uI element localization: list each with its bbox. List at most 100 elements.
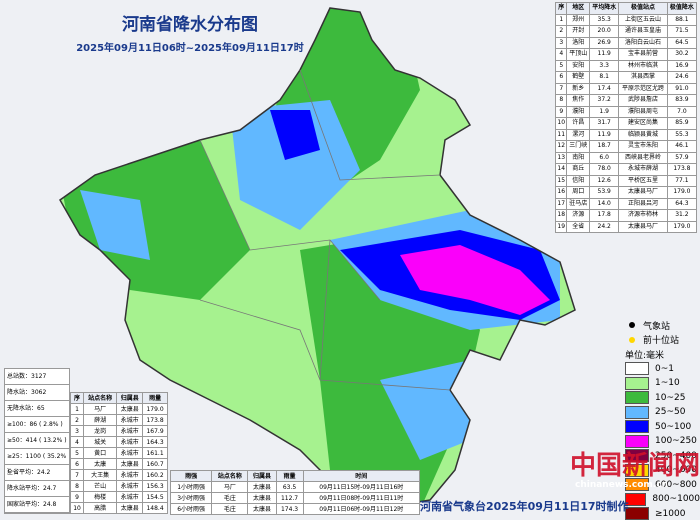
cell: 安阳 [566,59,591,72]
cell: 建安区尚集 [618,117,668,130]
header-cell: 极值站点 [618,2,668,15]
stat: ≥25：1100 ( 35.2% ) [5,449,69,475]
cell: 20.0 [589,25,620,38]
legend-label: 1~10 [655,378,680,389]
cell: 宝丰县前营 [618,48,668,61]
header-cell: 地区 [566,2,591,15]
cell: 临颍县黄城 [618,128,668,141]
cell: 太康县 [247,503,277,515]
row: 17 驻马店 14.0 正阳县吕河 64.3 [554,197,698,210]
row: 10 许昌 31.7 建安区尚集 85.9 [554,117,698,130]
row: 15 信阳 12.6 平桥区五里 77.1 [554,174,698,187]
cell: 太康县 [247,492,277,504]
header-cell: 雨量 [275,470,304,482]
cell: 芒山 [83,480,118,492]
cell: 16 [554,186,568,199]
header-cell: 归属县 [116,392,144,404]
legend-item: 800~1000 [625,492,700,507]
row: 9 梅楼 永城市 154.5 [69,491,168,503]
cell: 平原示范区尤跨 [618,82,668,95]
legend-swatch [625,391,649,405]
legend-label: 250~400 [655,450,697,461]
cell: 6 [554,71,568,84]
cell: 78.0 [589,163,620,176]
cell: 37.2 [589,94,620,107]
row: 19 全省 24.2 太康县马厂 179.0 [554,220,698,233]
legend-item: 250~400 [625,449,700,464]
top-table: 序站点名称 归属县 雨量 1 马厂 太康县 179.0 2 薛湖 永城市 173.8 3 龙岗 永城市 16… [69,392,168,514]
legend-marker: 气象站 [625,318,700,333]
legend-label: ≥1000 [655,508,686,519]
cell: 179.0 [142,403,168,415]
legend-label: 400~600 [655,465,697,476]
legend-swatch [625,478,649,492]
legend-item: 1~10 [625,376,700,391]
header-row: 雨强 站点名称 归属县 雨量 时间 [169,470,421,482]
cell: 174.3 [275,503,304,515]
legend-swatch [625,434,649,448]
legend-item: 25~50 [625,405,700,420]
cell: 9 [554,105,568,118]
legend-swatch [625,362,649,376]
cell: 13 [554,151,568,164]
cell: 开封 [566,25,591,38]
row: 3 洛阳 26.9 洛阳白云山石 64.5 [554,36,698,49]
cell: 179.0 [666,220,698,233]
row: 16 周口 53.9 太康县马厂 179.0 [554,186,698,199]
header-row: 序地区 平均降水 极值站点 极值降水 [554,2,698,15]
legend-swatch [625,405,649,419]
cell: 24.2 [589,220,620,233]
cell: 173.8 [142,414,168,426]
legend: 气象站 前十位站 单位:毫米 0~1 1~10 10~25 25~50 50~100 10… [625,318,700,520]
stat: 总站数：3127 [5,369,69,385]
legend-item: 0~1 [625,362,700,377]
stat: 降水站：3062 [5,385,69,401]
cell: 西峡县老界岭 [618,151,668,164]
cell: 9 [69,491,85,503]
cell: 淇县西掌 [618,71,668,84]
cell: 11.9 [589,128,620,141]
cell: 高腊 [83,502,118,514]
cell: 161.1 [142,447,168,459]
title: 河南省降水分布图 [122,15,258,35]
cell: 永城市 [116,491,144,503]
cell: 正阳县吕河 [618,197,668,210]
row: 8 芒山 永城市 156.3 [69,480,168,492]
cell: 30.2 [666,48,698,61]
cell: 信阳 [566,174,591,187]
cell: 洛阳 [566,36,591,49]
cell: 龙岗 [83,425,118,437]
cell: 毛庄 [211,492,249,504]
row: 4 平顶山 11.9 宝丰县前营 30.2 [554,48,698,61]
cell: 永城市 [116,447,144,459]
cell: 4 [69,436,85,448]
cell: 南阳 [566,151,591,164]
cell: 8.1 [589,71,620,84]
cell: 26.9 [589,36,620,49]
legend-label: 50~100 [655,421,692,432]
cell: 5 [69,447,85,459]
cell: 19 [554,220,568,233]
row: 14 商丘 78.0 永城市薛湖 173.8 [554,163,698,176]
city-border [199,69,451,391]
row: 6 鹤壁 8.1 淇县西掌 24.6 [554,71,698,84]
cell: 64.3 [666,197,698,210]
cell: 焦作 [566,94,591,107]
cell: 1小时雨强 [169,481,213,493]
cell: 88.1 [666,13,698,26]
cell: 武陟县詹店 [618,94,668,107]
cell: 鹤壁 [566,71,591,84]
cell: 济源市柿林 [618,209,668,222]
cell: 梅楼 [83,491,118,503]
stat: ≥50：414 ( 13.2% ) [5,433,69,449]
legend-label: 10~25 [655,392,686,403]
cell: 55.3 [666,128,698,141]
cell: 10 [69,502,85,514]
cell: 57.9 [666,151,698,164]
cell: 漯河 [566,128,591,141]
cell: 6.0 [589,151,620,164]
cell: 160.2 [142,469,168,481]
cell: 11.9 [589,48,620,61]
cell: 永城市 [116,425,144,437]
